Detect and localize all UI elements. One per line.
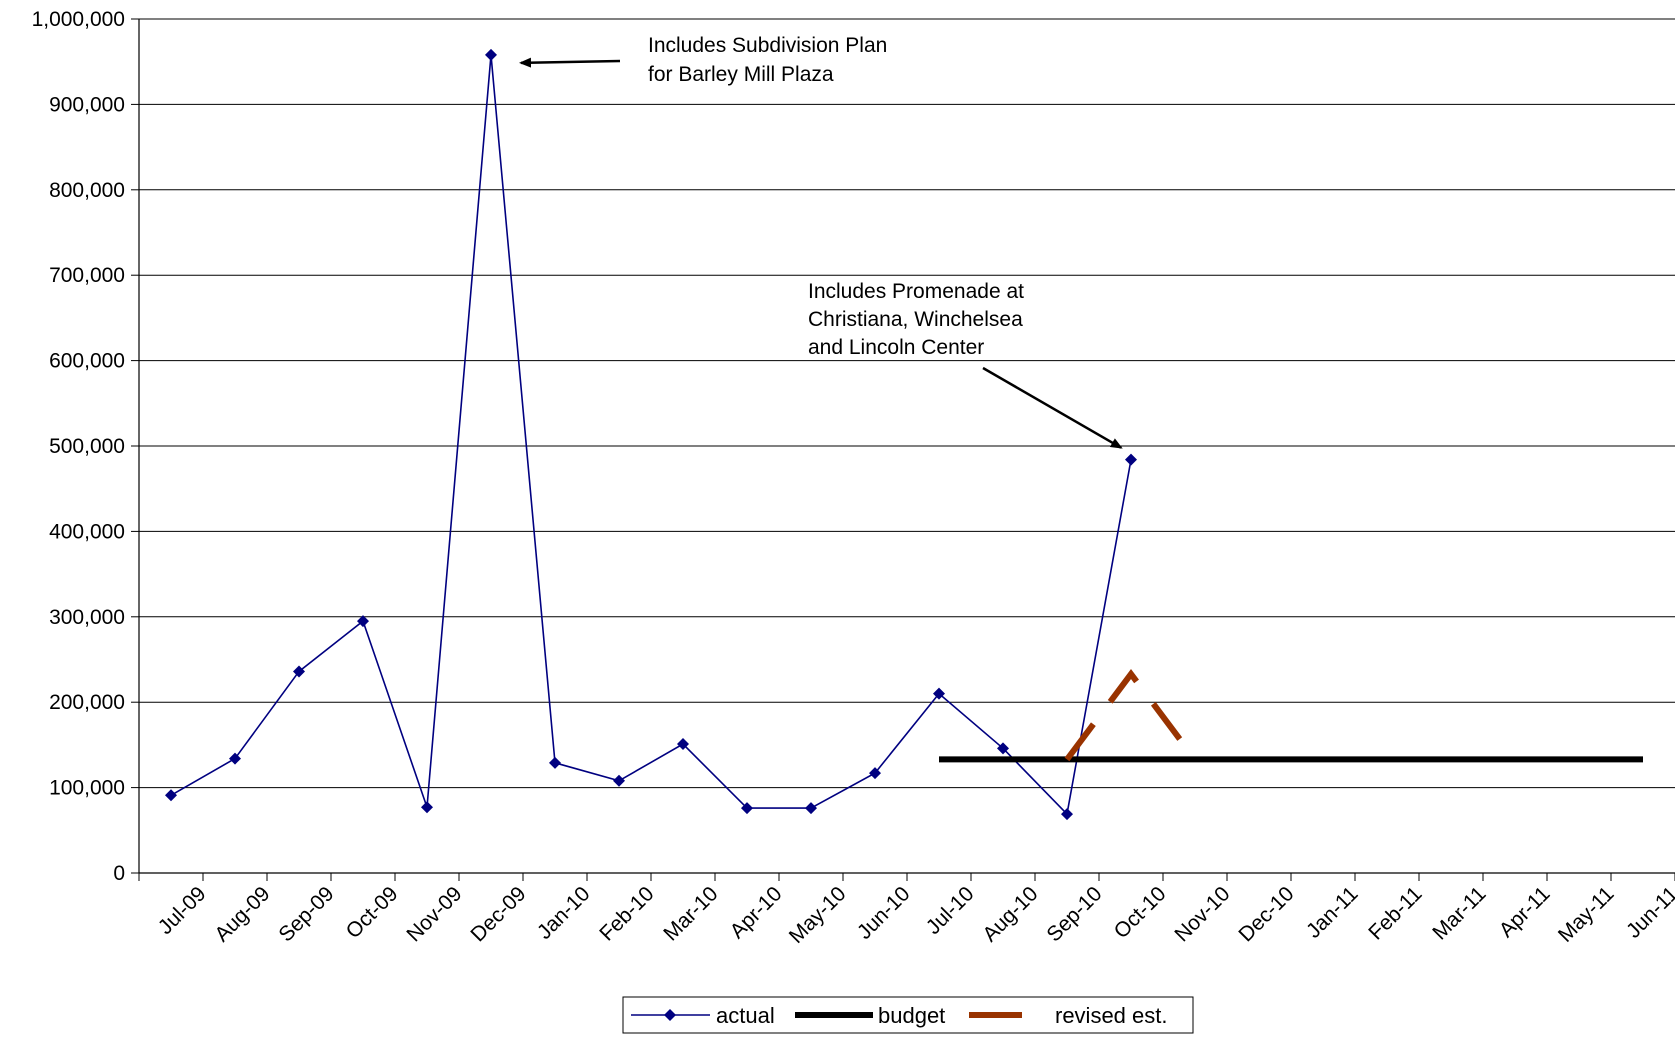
data-point-actual (293, 665, 305, 678)
data-point-actual (997, 742, 1009, 755)
series-line-revised-est (1064, 669, 1198, 762)
x-tick-label: May-10 (785, 882, 851, 948)
legend-box (622, 996, 1194, 1034)
legend-label-revised-est: revised est. (1055, 1003, 1168, 1028)
data-point-actual (357, 615, 369, 628)
x-tick-label: Oct-09 (342, 882, 403, 943)
x-tick-label: Apr-10 (726, 882, 787, 943)
annotation-text-line: and Lincoln Center (808, 336, 984, 359)
y-tick-label: 200,000 (49, 691, 125, 714)
y-tick-label: 300,000 (49, 606, 125, 629)
y-tick-label: 1,000,000 (32, 8, 125, 31)
data-point-actual (805, 802, 817, 815)
x-tick-label: Jun-10 (853, 882, 915, 944)
y-tick-label: 700,000 (49, 264, 125, 287)
data-point-actual (485, 48, 497, 61)
y-tick-label: 800,000 (49, 179, 125, 202)
x-tick-label: Jul-09 (154, 882, 211, 939)
x-tick-label: Sep-09 (274, 882, 338, 946)
x-tick-label: Mar-11 (1428, 882, 1490, 944)
data-point-actual (741, 802, 753, 815)
y-tick-label: 600,000 (49, 350, 125, 373)
legend-label-budget: budget (878, 1003, 945, 1028)
data-point-actual (869, 767, 881, 780)
x-tick-label: Jan-11 (1302, 882, 1363, 943)
x-tick-label: Dec-10 (1234, 882, 1298, 946)
x-tick-label: Oct-10 (1110, 882, 1171, 943)
annotation-text-line: Includes Promenade at (808, 280, 1024, 303)
data-point-actual (1125, 453, 1137, 466)
axis-layer: 0 100,000 200,000 300,000 400,000 500,000 600,… (32, 8, 1675, 948)
y-tick-label: 500,000 (49, 435, 125, 458)
data-point-actual (613, 774, 625, 787)
series-line-actual (170, 54, 1132, 816)
annotation-text-line: Christiana, Winchelsea (808, 308, 1023, 331)
data-point-actual (165, 789, 177, 802)
annotation-arrow (519, 57, 621, 68)
y-tick-label: 900,000 (49, 93, 125, 116)
x-tick-label: Nov-10 (1170, 882, 1234, 946)
x-tick-label: Dec-09 (466, 882, 530, 946)
x-tick-label: Sep-10 (1042, 882, 1106, 946)
x-tick-label: Mar-10 (659, 882, 722, 945)
data-point-actual (421, 801, 433, 814)
x-tick-label: Jan-10 (533, 882, 595, 944)
x-tick-label: Aug-10 (978, 882, 1042, 946)
x-tick-label: Feb-10 (595, 882, 658, 945)
x-tick-label: Feb-11 (1364, 882, 1426, 944)
x-tick-label: Jun-11 (1622, 882, 1675, 943)
x-tick-label: Aug-09 (210, 882, 274, 946)
legend: actual budget revised est. (622, 996, 1194, 1034)
data-point-actual (933, 687, 945, 700)
data-point-actual (549, 756, 561, 769)
series-layer (165, 48, 1643, 821)
data-point-actual (1061, 808, 1073, 821)
legend-marker-actual (664, 1009, 676, 1021)
x-tick-label: Jul-10 (922, 882, 979, 939)
annotation-layer: Includes Subdivision Plan for Barley Mill… (519, 34, 1123, 449)
data-point-actual (677, 738, 689, 751)
x-tick-label: Nov-09 (402, 882, 466, 946)
annotation-text-line: Includes Subdivision Plan (648, 34, 887, 57)
legend-label-actual: actual (716, 1003, 775, 1028)
x-tick-label: Apr-11 (1495, 882, 1555, 942)
annotation-text-line: for Barley Mill Plaza (648, 63, 834, 86)
data-point-actual (229, 752, 241, 765)
y-tick-label: 0 (113, 862, 125, 885)
annotation-arrow (982, 366, 1123, 449)
y-tick-label: 100,000 (49, 777, 125, 800)
grid-layer (139, 18, 1675, 789)
y-tick-label: 400,000 (49, 520, 125, 543)
x-tick-label: May-11 (1554, 882, 1619, 947)
